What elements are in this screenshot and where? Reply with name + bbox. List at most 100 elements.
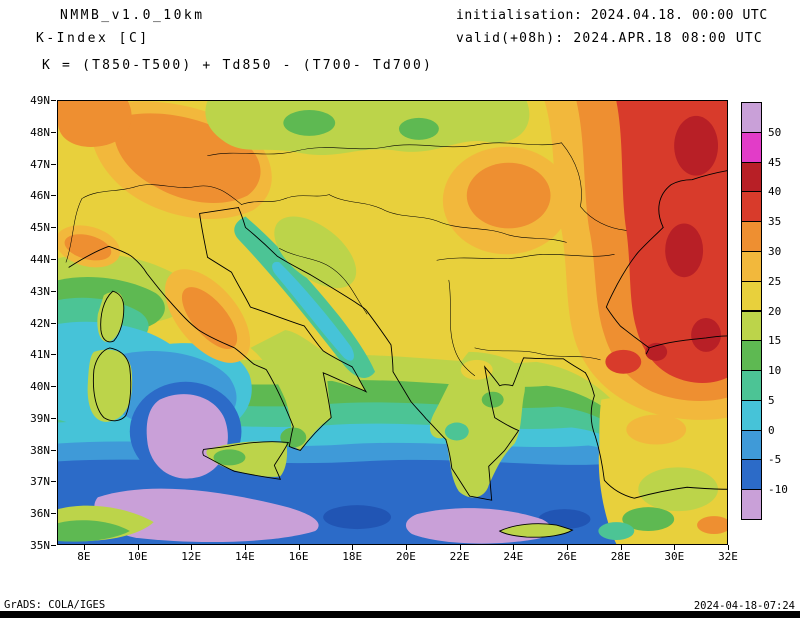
colorbar-segment [741,370,762,401]
colorbar-segment [741,280,762,312]
x-tick-label: 12E [181,550,202,563]
x-tick-mark [620,545,622,550]
y-tick-label: 35N [30,539,50,552]
colorbar-segment [741,310,762,342]
x-tick-mark [298,545,300,550]
x-tick-label: 18E [342,550,363,563]
land-overlays [206,329,573,538]
header-variable-title: K-Index [C] [36,31,150,46]
y-tick-label: 38N [30,443,50,457]
x-tick-mark [137,545,139,550]
colorbar-tick-label: -5 [768,453,782,467]
colorbar-segment [741,161,762,193]
country-borders [65,142,627,377]
mountain-high-k-patches [58,101,571,363]
y-tick-label: 41N [30,348,50,362]
colorbar-tick-label: 40 [768,185,782,199]
y-tick-label: 42N [30,316,50,330]
header-init-time: initialisation: 2024.04.18. 00:00 UTC [456,8,768,23]
colorbar-tick-label: 35 [768,215,782,229]
colorbar-tick-label: 50 [768,125,782,139]
y-tick-mark [51,545,56,546]
y-tick-mark [51,481,56,483]
colorbar-tick-label: 15 [768,334,782,348]
header-model-title: NMMB_v1.0_10km [60,8,205,23]
x-tick-mark [566,545,568,550]
x-tick-mark [83,545,85,550]
x-tick-label: 8E [77,550,91,563]
y-tick-mark [51,100,56,101]
y-tick-mark [51,258,56,260]
x-tick-mark [405,545,407,550]
y-tick-mark [51,513,56,515]
header-valid-time: valid(+08h): 2024.APR.18 08:00 UTC [456,31,763,46]
colorbar-tick-label: 25 [768,274,782,288]
x-tick-label: 26E [557,550,577,563]
y-tick-mark [51,290,56,292]
x-tick-label: 20E [395,550,416,563]
y-tick-mark [51,195,56,197]
colorbar-tick-label: -10 [768,483,788,497]
formula-text: K = (T850-T500) + Td850 - (T700- Td700) [42,58,434,73]
x-tick-mark [728,545,729,550]
y-tick-mark [51,354,56,356]
x-tick-mark [352,545,354,550]
y-tick-mark [51,227,56,229]
map-svg [58,101,727,544]
colorbar-segment [741,399,762,431]
x-tick-label: 14E [234,550,255,563]
adriatic-sea-band [234,216,376,378]
x-tick-label: 28E [610,550,631,563]
y-tick-label: 46N [30,189,50,203]
footer-grads-credit: GrADS: COLA/IGES [4,599,106,611]
y-tick-label: 45N [30,221,50,235]
southeast-land [598,397,727,544]
coastlines [68,170,727,538]
x-tick-label: 22E [449,550,470,563]
footer-timestamp: 2024-04-18-07:24 [693,600,795,612]
map-frame [57,100,728,545]
colorbar-segment [741,250,762,282]
x-tick-label: 30E [664,550,685,563]
y-tick-label: 44N [30,252,50,266]
y-tick-label: 43N [30,284,50,298]
bottom-bar [0,611,800,618]
colorbar-segment [741,429,762,461]
colorbar-segment [741,459,762,491]
x-tick-label: 16E [288,550,309,563]
x-tick-mark [674,545,676,550]
colorbar-segment [741,191,762,223]
y-tick-label: 39N [30,411,50,425]
y-tick-label: 49N [30,94,50,107]
colorbar-segment [741,489,762,520]
y-tick-label: 37N [30,475,50,489]
x-tick-mark [513,545,515,550]
y-tick-label: 40N [30,380,50,394]
colorbar-tick-label: 10 [768,364,782,378]
y-tick-label: 47N [30,157,50,171]
x-tick-mark [244,545,246,550]
y-tick-mark [51,163,56,165]
y-tick-label: 48N [30,125,50,139]
colorbar-tick-label: 20 [768,304,782,318]
x-tick-mark [191,545,193,550]
x-tick-label: 32E [718,550,738,563]
x-tick-label: 10E [127,550,148,563]
y-tick-mark [51,131,56,133]
y-tick-mark [51,386,56,388]
y-tick-label: 36N [30,507,50,521]
colorbar-segment [741,131,762,163]
colorbar-segment [741,221,762,252]
x-tick-mark [459,545,461,550]
x-tick-label: 24E [503,550,524,563]
colorbar-tick-label: 5 [768,393,775,407]
colorbar-tick-label: 30 [768,244,782,258]
y-tick-mark [51,322,56,324]
colorbar-tick-label: 0 [768,423,775,437]
colorbar-segment [741,340,762,372]
y-tick-mark [51,417,56,419]
colorbar-segment [741,102,762,133]
y-tick-mark [51,449,56,451]
colorbar-tick-label: 45 [768,155,782,169]
